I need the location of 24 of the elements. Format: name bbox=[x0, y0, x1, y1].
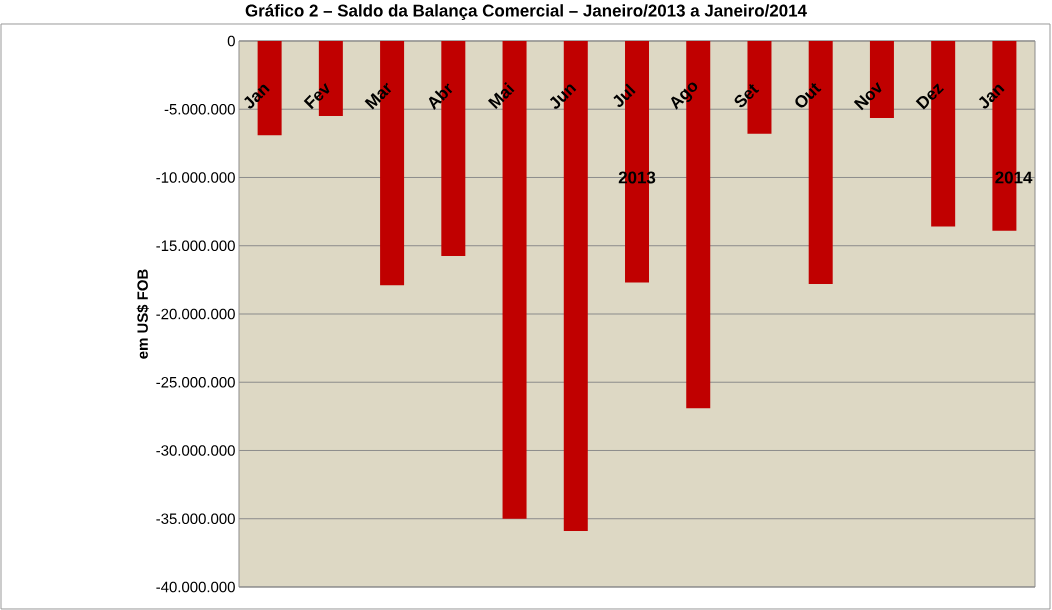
y-tick-label: -25.000.000 bbox=[156, 376, 235, 388]
x-tick-label: Jun bbox=[549, 84, 577, 109]
y-tick-label: 0 bbox=[227, 35, 235, 47]
x-tick-label: Jul bbox=[613, 83, 636, 107]
chart-title: Gráfico 2 – Saldo da Balança Comercial – Janeiro/2013 a Janeiro/2014 bbox=[245, 4, 807, 20]
x-tick-label: Out bbox=[795, 82, 822, 108]
x-tick-label: Mar bbox=[364, 82, 392, 110]
x-tick-label: Dez bbox=[915, 83, 944, 110]
y-axis-title: em US$ FOB bbox=[136, 269, 149, 359]
y-tick-label: -15.000.000 bbox=[156, 240, 235, 252]
x-tick-label: Set bbox=[734, 83, 760, 108]
x-tick-label: Nov bbox=[853, 82, 882, 111]
y-tick-label: -30.000.000 bbox=[156, 445, 235, 456]
y-tick-label: -20.000.000 bbox=[156, 308, 235, 320]
x-tick-label: Mai bbox=[487, 82, 515, 110]
x-tick-label: Ago bbox=[671, 82, 698, 110]
y-tick-label: -35.000.000 bbox=[156, 513, 235, 525]
x-tick-label: Jan bbox=[978, 84, 1005, 109]
x-tick-label: Abr bbox=[428, 83, 453, 110]
y-tick-label: -10.000.000 bbox=[156, 172, 235, 183]
x-tick-label: Fev bbox=[303, 83, 330, 110]
y-tick-label: -5.000.000 bbox=[164, 103, 235, 115]
x-tick-label: Jan bbox=[244, 84, 270, 109]
y-tick-label: -40.000.000 bbox=[156, 581, 235, 593]
